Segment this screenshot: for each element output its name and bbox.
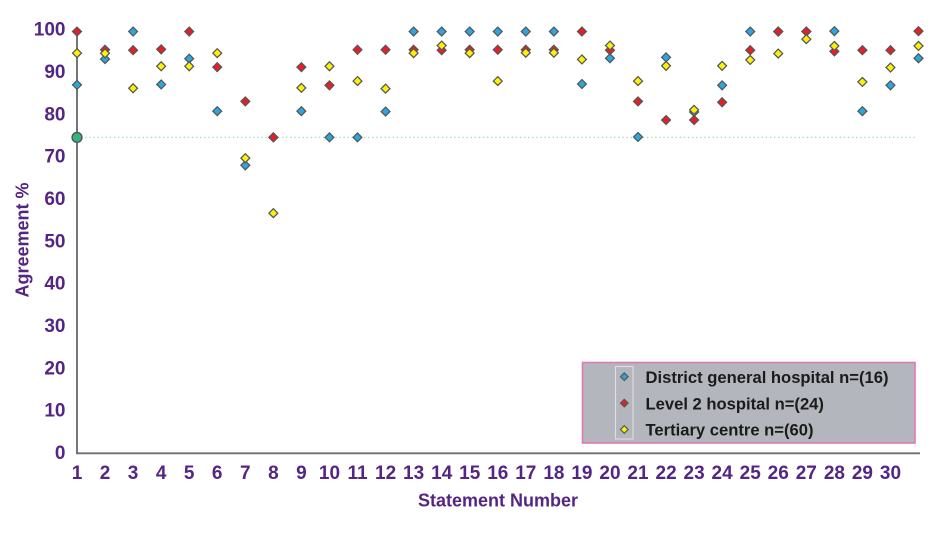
svg-text:20: 20 bbox=[44, 358, 65, 379]
svg-text:9: 9 bbox=[296, 463, 307, 484]
svg-text:14: 14 bbox=[431, 463, 453, 484]
svg-text:30: 30 bbox=[44, 316, 65, 337]
svg-text:15: 15 bbox=[459, 463, 481, 484]
svg-text:2: 2 bbox=[100, 463, 111, 484]
svg-text:21: 21 bbox=[627, 463, 649, 484]
svg-text:1: 1 bbox=[72, 463, 83, 484]
svg-text:13: 13 bbox=[403, 463, 424, 484]
svg-text:10: 10 bbox=[44, 401, 65, 422]
svg-text:20: 20 bbox=[599, 463, 620, 484]
svg-text:19: 19 bbox=[571, 463, 592, 484]
svg-text:22: 22 bbox=[656, 463, 677, 484]
svg-text:30: 30 bbox=[880, 463, 901, 484]
svg-text:4: 4 bbox=[156, 463, 167, 484]
svg-text:3: 3 bbox=[128, 463, 139, 484]
svg-text:80: 80 bbox=[44, 104, 65, 125]
svg-text:28: 28 bbox=[824, 463, 845, 484]
svg-text:Tertiary centre n=(60): Tertiary centre n=(60) bbox=[646, 421, 814, 440]
svg-text:Statement Number: Statement Number bbox=[418, 491, 578, 511]
svg-text:6: 6 bbox=[212, 463, 223, 484]
svg-text:40: 40 bbox=[44, 274, 65, 295]
svg-text:Level 2 hospital n=(24): Level 2 hospital n=(24) bbox=[646, 394, 824, 413]
svg-text:7: 7 bbox=[240, 463, 251, 484]
svg-text:24: 24 bbox=[712, 463, 734, 484]
svg-text:12: 12 bbox=[375, 463, 396, 484]
svg-text:29: 29 bbox=[852, 463, 873, 484]
svg-text:16: 16 bbox=[487, 463, 508, 484]
svg-text:Agreement %: Agreement % bbox=[13, 182, 33, 297]
svg-text:23: 23 bbox=[684, 463, 705, 484]
svg-text:60: 60 bbox=[44, 189, 65, 210]
svg-text:100: 100 bbox=[34, 20, 66, 41]
svg-text:11: 11 bbox=[347, 463, 368, 484]
svg-text:0: 0 bbox=[55, 443, 66, 464]
svg-text:8: 8 bbox=[268, 463, 279, 484]
svg-text:25: 25 bbox=[740, 463, 762, 484]
svg-text:70: 70 bbox=[44, 147, 65, 168]
svg-text:90: 90 bbox=[44, 62, 65, 83]
svg-text:50: 50 bbox=[44, 231, 65, 252]
svg-text:17: 17 bbox=[515, 463, 536, 484]
svg-text:27: 27 bbox=[796, 463, 817, 484]
svg-text:18: 18 bbox=[543, 463, 564, 484]
svg-text:10: 10 bbox=[319, 463, 340, 484]
svg-text:5: 5 bbox=[184, 463, 195, 484]
svg-text:District general hospital n=(1: District general hospital n=(16) bbox=[646, 368, 889, 387]
svg-text:26: 26 bbox=[768, 463, 789, 484]
